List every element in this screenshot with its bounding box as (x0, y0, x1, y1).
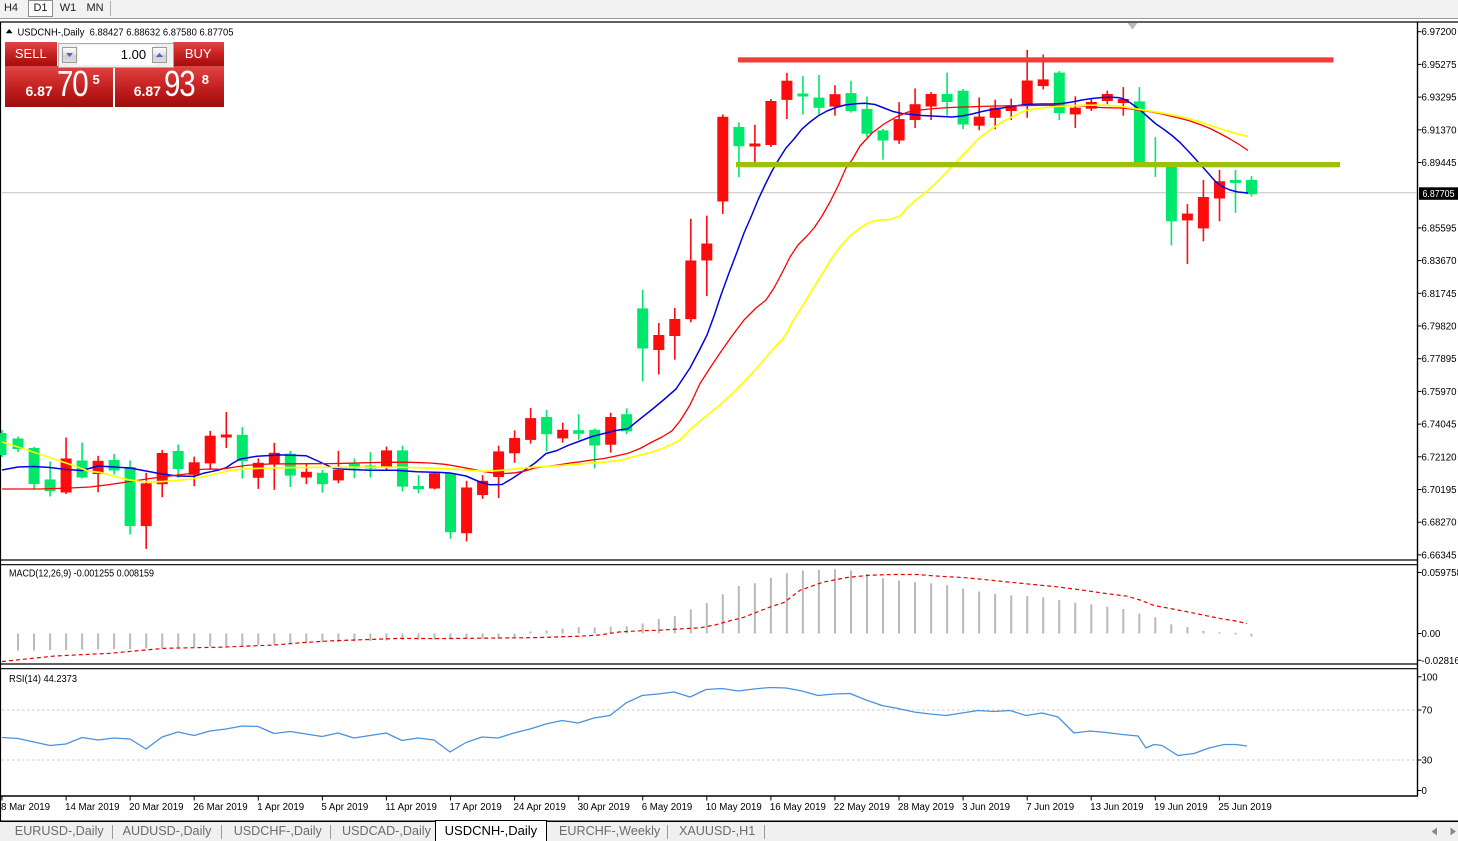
svg-text:6.68270: 6.68270 (1422, 518, 1458, 529)
svg-text:16 May 2019: 16 May 2019 (770, 802, 826, 813)
svg-text:26 Mar 2019: 26 Mar 2019 (193, 802, 247, 813)
svg-text:6.77895: 6.77895 (1422, 354, 1457, 365)
svg-text:6.74045: 6.74045 (1422, 420, 1457, 431)
svg-text:7 Jun 2019: 7 Jun 2019 (1026, 802, 1074, 813)
svg-text:30: 30 (1422, 756, 1433, 767)
svg-text:19 Jun 2019: 19 Jun 2019 (1154, 802, 1207, 813)
svg-text:6.87705: 6.87705 (1423, 189, 1455, 200)
svg-text:1 Apr 2019: 1 Apr 2019 (257, 802, 304, 813)
svg-text:6.83670: 6.83670 (1422, 256, 1458, 267)
svg-text:6.93295: 6.93295 (1422, 93, 1457, 104)
svg-text:22 May 2019: 22 May 2019 (834, 802, 890, 813)
svg-text:11 Apr 2019: 11 Apr 2019 (385, 802, 437, 813)
svg-text:6.72120: 6.72120 (1422, 452, 1458, 463)
svg-text:6.79820: 6.79820 (1422, 322, 1458, 333)
svg-text:13 Jun 2019: 13 Jun 2019 (1090, 802, 1143, 813)
svg-text:0.00: 0.00 (1422, 629, 1441, 640)
svg-text:6.81745: 6.81745 (1422, 289, 1457, 300)
svg-text:30 Apr 2019: 30 Apr 2019 (578, 802, 630, 813)
svg-text:MACD(12,26,9) -0.001255 0.0081: MACD(12,26,9) -0.001255 0.008159 (9, 569, 154, 580)
svg-text:20 Mar 2019: 20 Mar 2019 (129, 802, 183, 813)
svg-text:0.059758: 0.059758 (1422, 568, 1458, 579)
svg-text:5 Apr 2019: 5 Apr 2019 (321, 802, 368, 813)
svg-text:6.66345: 6.66345 (1422, 550, 1457, 561)
svg-text:24 Apr 2019: 24 Apr 2019 (514, 802, 566, 813)
svg-text:6.70195: 6.70195 (1422, 485, 1457, 496)
svg-text:25 Jun 2019: 25 Jun 2019 (1218, 802, 1271, 813)
svg-text:6.97200: 6.97200 (1422, 27, 1458, 38)
svg-text:-0.02816: -0.02816 (1422, 656, 1458, 667)
svg-text:70: 70 (1422, 706, 1433, 717)
svg-text:6.95275: 6.95275 (1422, 60, 1457, 71)
svg-text:6.75970: 6.75970 (1422, 387, 1458, 398)
svg-text:RSI(14) 44.2373: RSI(14) 44.2373 (9, 674, 77, 685)
svg-text:10 May 2019: 10 May 2019 (706, 802, 762, 813)
svg-text:17 Apr 2019: 17 Apr 2019 (450, 802, 502, 813)
svg-text:USDCNH-,Daily 6.88427 6.88632: USDCNH-,Daily 6.88427 6.88632 6.87580 6.… (18, 27, 234, 39)
svg-text:100: 100 (1422, 672, 1439, 683)
svg-text:6.89445: 6.89445 (1422, 158, 1457, 169)
svg-text:3 Jun 2019: 3 Jun 2019 (962, 802, 1010, 813)
svg-text:6.85595: 6.85595 (1422, 223, 1457, 234)
svg-text:6 May 2019: 6 May 2019 (642, 802, 693, 813)
svg-text:14 Mar 2019: 14 Mar 2019 (65, 802, 119, 813)
svg-text:0: 0 (1422, 786, 1428, 797)
svg-text:28 May 2019: 28 May 2019 (898, 802, 954, 813)
svg-text:8 Mar 2019: 8 Mar 2019 (1, 802, 50, 813)
svg-text:6.91370: 6.91370 (1422, 125, 1458, 136)
